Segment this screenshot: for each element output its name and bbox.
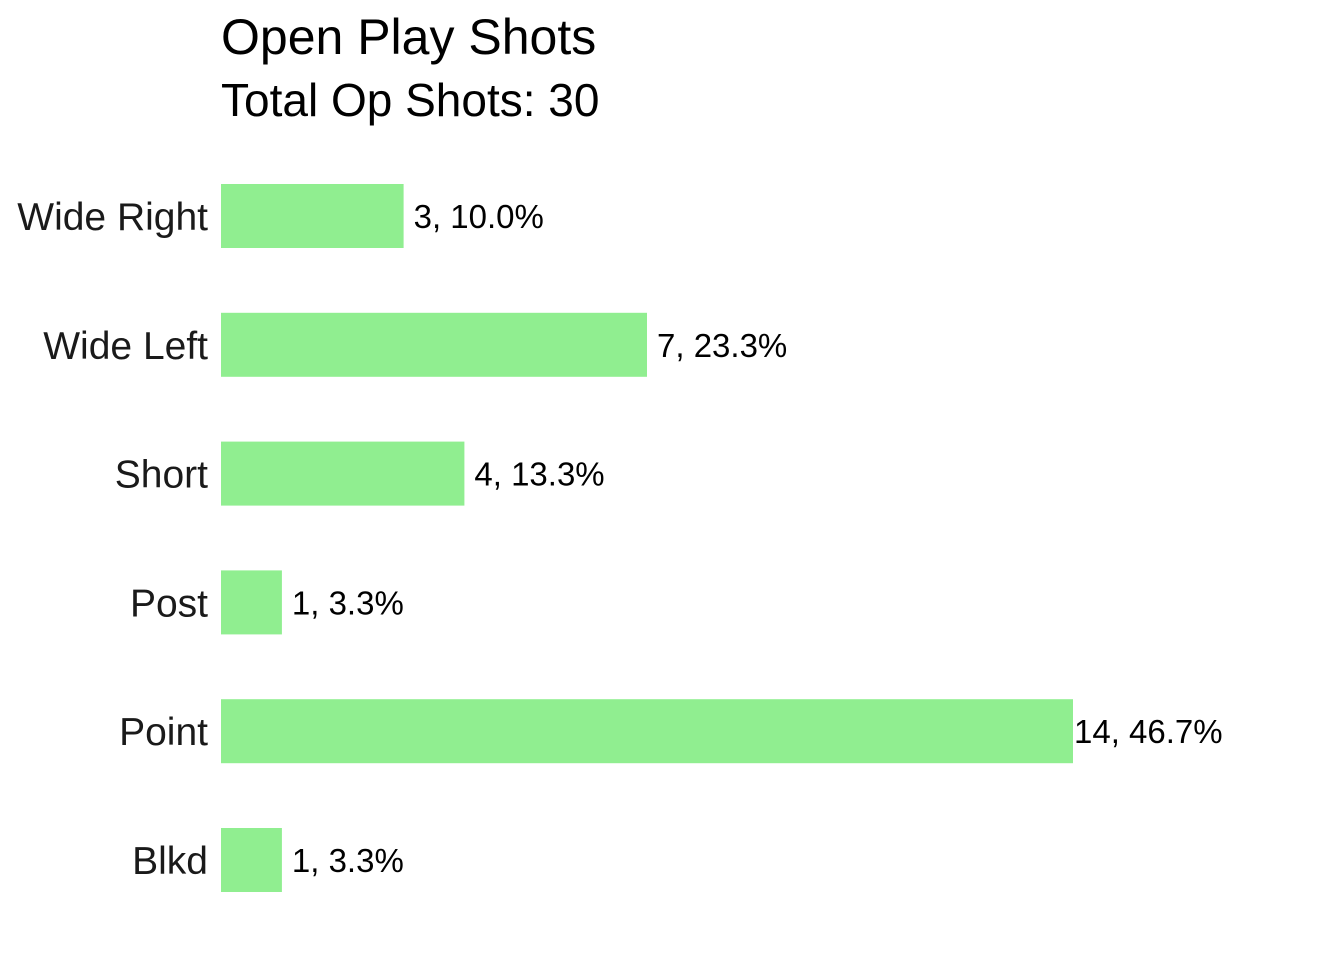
- data-label: 4, 13.3%: [474, 456, 604, 493]
- category-label: Short: [115, 454, 208, 497]
- bar-short: [221, 441, 465, 506]
- category-label: Blkd: [132, 840, 208, 883]
- data-label: 14, 46.7%: [1074, 713, 1223, 750]
- data-label: 3, 10.0%: [414, 198, 544, 235]
- data-label: 1, 3.3%: [292, 584, 404, 621]
- bar-point: [221, 699, 1073, 764]
- data-label: 1, 3.3%: [292, 842, 404, 879]
- category-label: Point: [119, 711, 208, 754]
- bar-wide-right: [221, 184, 404, 248]
- plot-area: Wide Right 3, 10.0% Wide Left 7, 23.3% Short…: [17, 184, 1223, 892]
- category-label: Post: [130, 582, 208, 625]
- bar-post: [221, 570, 282, 635]
- category-label: Wide Right: [17, 196, 208, 239]
- data-label: 7, 23.3%: [657, 327, 787, 364]
- category-label: Wide Left: [43, 325, 208, 368]
- chart-subtitle: Total Op Shots: 30: [221, 74, 599, 126]
- chart-title: Open Play Shots: [221, 9, 596, 65]
- bar-wide-left: [221, 312, 647, 377]
- bar-blkd: [221, 828, 282, 892]
